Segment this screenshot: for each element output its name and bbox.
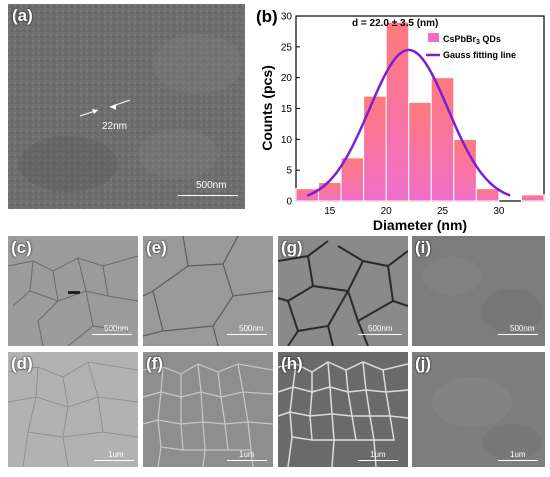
- measure-label: 22nm: [102, 121, 128, 132]
- y-tick-label: 20: [281, 73, 293, 84]
- x-tick-label: 30: [493, 206, 505, 217]
- y-tick-label: 0: [286, 197, 292, 208]
- scale-label-j: 1um: [510, 450, 526, 459]
- legend-label-curve: Gauss fitting line: [443, 50, 516, 60]
- scale-label-h: 1um: [370, 450, 386, 459]
- scale-label-d: 1um: [108, 450, 124, 459]
- sem-panel-i: (i) 500nm: [412, 236, 545, 346]
- x-axis-label: Diameter (nm): [373, 217, 467, 233]
- histogram-bar: [340, 157, 365, 202]
- panel-label-b: (b): [256, 7, 278, 26]
- panel-label-e: (e): [146, 238, 167, 257]
- panel-label-j: (j): [415, 354, 432, 373]
- scale-bar-j: [498, 460, 538, 461]
- sem-panel-j: (j) 1um: [412, 352, 545, 467]
- sem-panel-f: (f) 1um: [143, 352, 273, 467]
- scale-label-i: 500nm: [510, 324, 535, 333]
- scale-bar-i: [498, 334, 538, 335]
- panel-label-i: (i): [415, 238, 432, 257]
- panel-label-a: (a): [12, 6, 33, 25]
- x-tick-label: 15: [324, 206, 336, 217]
- histogram-panel-b: (b) 0 5 10 15 20 25 30 15 20 25 30 d = 22.0 ± 3.5…: [250, 0, 550, 235]
- scale-label-e: 500nm: [239, 324, 264, 333]
- scale-label-c: 500nm: [104, 324, 129, 333]
- y-tick-label: 10: [281, 135, 293, 146]
- y-tick-label: 15: [281, 104, 293, 115]
- panel-label-d: (d): [11, 354, 33, 373]
- x-tick-label: 25: [437, 206, 449, 217]
- scale-bar-d: [94, 460, 134, 461]
- sem-image-d: [8, 352, 138, 467]
- histogram-bar: [520, 194, 545, 202]
- histogram-bar: [385, 21, 410, 202]
- sem-panel-e: (e) 500nm: [143, 236, 273, 346]
- scale-bar-e: [227, 334, 267, 335]
- panel-label-f: (f): [146, 354, 163, 373]
- sem-panel-a: (a) 22nm 500nm: [8, 4, 245, 209]
- panel-label-g: (g): [281, 238, 303, 257]
- measure-arrows: [79, 99, 131, 117]
- histogram-bar: [408, 101, 432, 202]
- scale-bar-g: [358, 334, 402, 335]
- y-axis-label: Counts (pcs): [259, 65, 275, 151]
- y-tick-label: 30: [281, 12, 293, 23]
- sem-image-h: [278, 352, 408, 467]
- sem-image-e: [143, 236, 273, 346]
- legend-label-bars: CsPbBr3 QDs: [443, 34, 501, 46]
- sem-image-f: [143, 352, 273, 467]
- sem-panel-c: (c) 500nm: [8, 236, 138, 346]
- sem-panel-g: (g) 500nm: [278, 236, 408, 346]
- sem-image-a: [8, 4, 245, 209]
- scale-bar-c: [92, 334, 132, 335]
- panel-label-h: (h): [281, 354, 303, 373]
- sem-image-c: [8, 236, 138, 346]
- scale-label-f: 1um: [239, 450, 255, 459]
- sem-image-j: [412, 352, 545, 467]
- histogram-chart: (b) 0 5 10 15 20 25 30 15 20 25 30 d = 22.0 ± 3.5…: [256, 7, 545, 233]
- y-tick-label: 5: [286, 166, 292, 177]
- gauss-curve: [306, 48, 511, 197]
- scale-label-g: 500nm: [368, 324, 393, 333]
- scale-bar-f: [227, 460, 267, 461]
- histogram-bar: [475, 188, 500, 202]
- sem-panel-d: (d) 1um: [8, 352, 138, 467]
- legend-swatch-bars: [428, 33, 439, 42]
- sem-image-g: [278, 236, 408, 346]
- panel-label-c: (c): [11, 238, 32, 257]
- scale-label-a: 500nm: [196, 180, 227, 191]
- scale-bar-h: [358, 460, 398, 461]
- scale-bar-a: [178, 195, 238, 196]
- y-tick-label: 25: [281, 42, 293, 53]
- x-tick-label: 20: [381, 206, 393, 217]
- sem-image-i: [412, 236, 545, 346]
- histogram-bar: [318, 182, 342, 202]
- sem-panel-h: (h) 1um: [278, 352, 408, 467]
- fit-annotation: d = 22.0 ± 3.5 (nm): [352, 18, 438, 29]
